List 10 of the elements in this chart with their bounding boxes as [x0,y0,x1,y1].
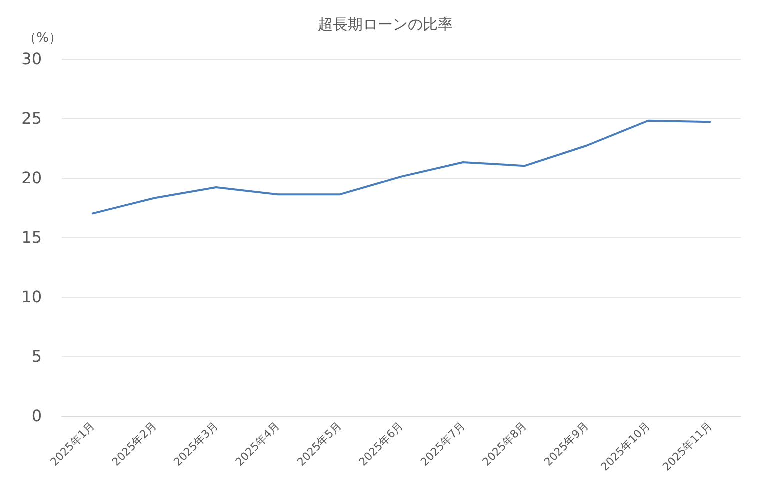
line-series [92,120,712,215]
y-tick-label: 30 [22,50,42,68]
y-tick-label: 5 [32,347,42,366]
y-tick-label: 25 [22,109,42,128]
y-tick-label: 0 [32,406,42,426]
y-tick-label: 20 [22,168,42,188]
chart-title: 超長期ローンの比率 [318,16,453,34]
y-tick-label: 15 [22,228,42,247]
y-tick-label: 10 [22,288,42,306]
y-axis-title: （%） [24,31,62,46]
